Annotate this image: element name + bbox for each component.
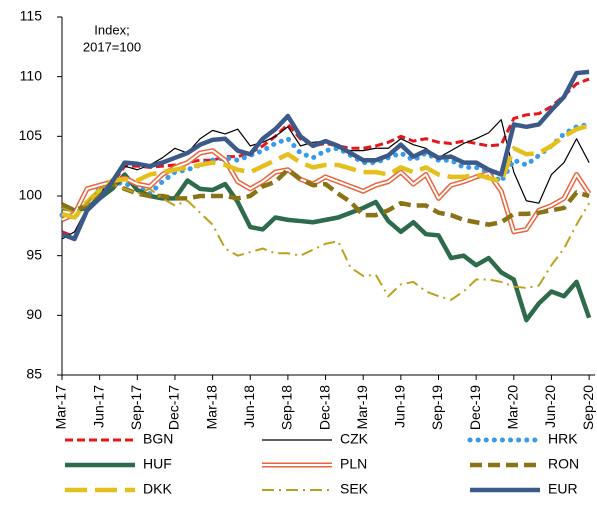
y-tick-label: 115: [20, 8, 43, 24]
annotation: Index;: [94, 22, 129, 37]
x-tick-label: Sep-19: [429, 385, 445, 430]
x-tick-label: Jun-20: [542, 385, 558, 428]
legend-label: HRK: [548, 431, 578, 447]
legend-label: DKK: [143, 481, 172, 497]
legend-label: CZK: [340, 431, 369, 447]
series-line: [61, 69, 590, 242]
y-tick-label: 110: [20, 67, 43, 83]
legend-label: BGN: [143, 431, 173, 447]
annotation: 2017=100: [83, 39, 141, 54]
series-line: [61, 123, 590, 220]
y-tick-label: 90: [26, 306, 42, 322]
y-tick-label: 95: [26, 246, 42, 262]
legend-label: PLN: [340, 456, 367, 472]
series-line: [61, 167, 590, 227]
x-tick-label: Dec-17: [166, 385, 182, 430]
series-line-inner: [61, 149, 590, 233]
series-line: [61, 183, 590, 301]
x-tick-label: Sep-17: [128, 385, 144, 430]
legend-label: EUR: [548, 481, 578, 497]
x-tick-label: Mar-20: [505, 385, 521, 430]
y-tick-label: 105: [19, 127, 43, 143]
x-tick-label: Sep-18: [279, 385, 295, 430]
legend-label: SEK: [340, 481, 369, 497]
x-tick-label: Dec-19: [467, 385, 483, 430]
x-tick-label: Jun-19: [392, 385, 408, 428]
x-tick-label: Mar-19: [354, 385, 370, 430]
legend-label: HUF: [143, 456, 172, 472]
x-tick-label: Mar-17: [53, 385, 69, 430]
x-tick-label: Jun-17: [90, 385, 106, 428]
y-tick-label: 85: [26, 366, 42, 382]
y-tick-label: 100: [19, 187, 43, 203]
legend-label: RON: [548, 456, 579, 472]
x-tick-label: Sep-20: [580, 385, 596, 430]
x-tick-label: Jun-18: [241, 385, 257, 428]
x-tick-label: Mar-18: [203, 385, 219, 430]
x-tick-label: Dec-18: [316, 385, 332, 430]
